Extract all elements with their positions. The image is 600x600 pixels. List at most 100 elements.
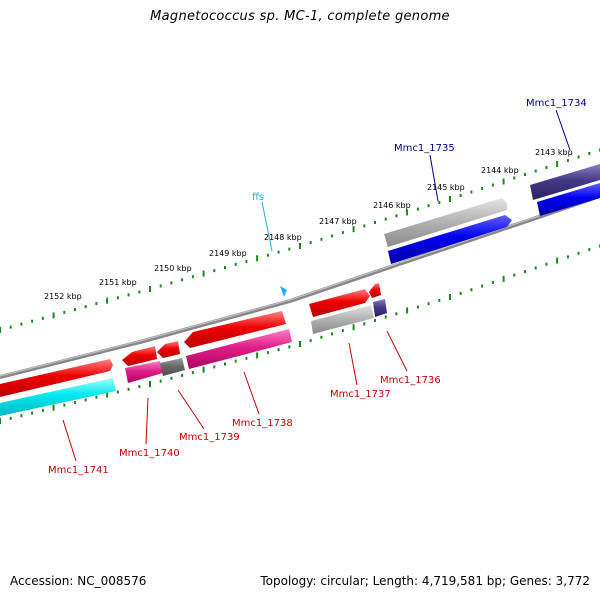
leader-line — [261, 201, 273, 252]
minor-tick — [41, 408, 44, 412]
gene-mmc1-1736-navy[interactable] — [373, 299, 387, 317]
inner-tick-track — [0, 244, 600, 424]
minor-tick — [84, 398, 87, 402]
minor-tick — [524, 173, 526, 176]
major-tick — [299, 341, 301, 347]
minor-tick — [288, 247, 291, 251]
minor-tick — [331, 332, 334, 336]
gene-label: Mmc1_1738 — [232, 418, 293, 429]
gene-mmc1-1736-red[interactable] — [369, 283, 381, 298]
minor-tick — [74, 401, 76, 404]
minor-tick — [566, 159, 569, 162]
major-tick — [106, 391, 109, 398]
minor-tick — [266, 351, 269, 355]
minor-tick — [84, 305, 87, 309]
minor-tick — [266, 253, 269, 257]
minor-tick — [588, 152, 591, 155]
scale-label: 2152 kbp — [44, 292, 82, 301]
gene-mmc1-1734-blue[interactable] — [537, 183, 600, 216]
gene-mmc1-1734-navy[interactable] — [530, 164, 600, 200]
minor-tick — [459, 194, 462, 197]
minor-tick — [384, 315, 387, 319]
major-tick — [0, 327, 1, 333]
scale-label: 2149 kbp — [209, 249, 247, 258]
minor-tick — [127, 293, 130, 297]
minor-tick — [181, 278, 184, 282]
major-tick — [299, 243, 301, 249]
gene-mmc1-1739-dark[interactable] — [160, 358, 185, 376]
minor-tick — [181, 373, 184, 377]
minor-tick — [588, 248, 591, 252]
genome-backbone — [0, 194, 600, 379]
minor-tick — [224, 362, 226, 366]
minor-tick — [513, 273, 516, 277]
gene-ffs-feature[interactable] — [280, 286, 287, 297]
minor-tick — [491, 280, 494, 284]
minor-tick — [341, 329, 344, 333]
scale-label: 2145 kbp — [427, 183, 465, 192]
minor-tick — [363, 322, 366, 326]
gene-mmc1-1738-red[interactable] — [184, 311, 286, 348]
minor-tick — [277, 348, 280, 352]
gene-mmc1-1741-red[interactable] — [0, 359, 113, 397]
major-tick — [202, 270, 205, 277]
major-tick — [556, 257, 559, 264]
scale-label: 2148 kbp — [264, 233, 302, 242]
scale-label: 2150 kbp — [154, 264, 192, 273]
scale-label: 2151 kbp — [99, 278, 137, 287]
minor-tick — [374, 319, 376, 322]
major-tick — [149, 286, 151, 292]
gene-mmc1-1737-red[interactable] — [309, 289, 370, 317]
minor-tick — [513, 176, 516, 180]
minor-tick — [213, 269, 216, 273]
minor-tick — [524, 270, 526, 273]
minor-tick — [481, 284, 484, 288]
minor-tick — [288, 345, 291, 349]
leader-line — [348, 342, 358, 386]
gene-mmc1-1737-gray[interactable] — [311, 305, 374, 334]
minor-tick — [491, 183, 494, 187]
leader-line — [177, 389, 205, 430]
minor-tick — [470, 190, 473, 194]
minor-tick — [277, 250, 280, 254]
leader-line — [386, 330, 408, 372]
minor-tick — [545, 262, 548, 266]
gene-mmc1-1735-gray[interactable] — [384, 198, 507, 247]
minor-tick — [31, 411, 34, 415]
gene-mmc1-1735-blue[interactable] — [388, 215, 512, 264]
minor-tick — [127, 387, 130, 391]
leader-line — [429, 154, 439, 202]
minor-tick — [9, 325, 12, 329]
accession-text: Accession: NC_008576 — [10, 574, 147, 588]
minor-tick — [170, 376, 173, 380]
gene-mmc1-1740-red[interactable] — [122, 346, 157, 366]
minor-tick — [416, 305, 419, 309]
major-tick — [406, 307, 409, 314]
gene-label: Mmc1_1734 — [526, 98, 587, 109]
minor-tick — [138, 290, 141, 294]
gene-mmc1-1740-magenta[interactable] — [125, 361, 163, 383]
major-tick — [256, 255, 259, 262]
gene-label: Mmc1_1736 — [380, 375, 441, 386]
minor-tick — [534, 266, 537, 270]
minor-tick — [234, 359, 237, 363]
minor-tick — [320, 237, 323, 241]
minor-tick — [438, 298, 441, 302]
minor-tick — [63, 310, 66, 314]
minor-tick — [534, 169, 537, 173]
gene-mmc1-1738-magenta[interactable] — [186, 329, 292, 369]
gene-mmc1-1741-cyan[interactable] — [0, 378, 116, 416]
scale-label: 2146 kbp — [373, 201, 411, 210]
major-tick — [449, 196, 451, 202]
minor-tick — [170, 281, 173, 285]
major-tick — [149, 381, 151, 387]
major-tick — [106, 297, 109, 304]
minor-tick — [138, 385, 141, 389]
minor-tick — [309, 339, 312, 343]
gene-mmc1-1739-red[interactable] — [157, 341, 180, 358]
major-tick — [352, 226, 355, 233]
minor-tick — [74, 308, 76, 311]
minor-tick — [191, 371, 194, 375]
minor-tick — [191, 275, 194, 279]
minor-tick — [234, 262, 237, 266]
